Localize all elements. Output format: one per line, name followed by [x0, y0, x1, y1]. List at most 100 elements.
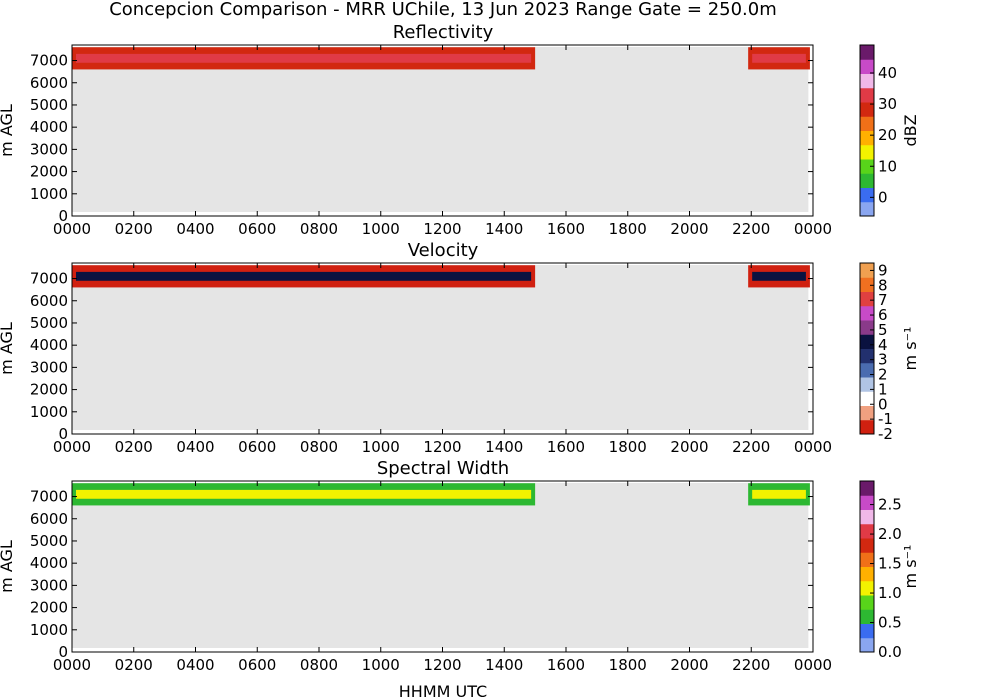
colorbar-tick-label: 30	[878, 95, 897, 113]
colorbar: 0.0 0.5 1.0 1.5 2.0 2.5 m s⁻¹	[859, 480, 920, 661]
panels: 0000 0200 0400 0600 0800 1000 1200 1400 1600 1800…	[0, 22, 920, 674]
no-echo-area	[72, 47, 809, 212]
x-tick-label: 1000	[362, 656, 400, 674]
x-tick-label: 1400	[485, 220, 523, 238]
y-tick-label: 6000	[30, 74, 68, 92]
y-axis-label: m AGL	[0, 104, 16, 157]
echo-core	[752, 489, 806, 499]
y-tick-label: 3000	[30, 358, 68, 376]
x-tick-label: 0200	[115, 438, 153, 456]
panel-spectral-width: 0000 0200 0400 0600 0800 1000 1200 1400 1600 1800…	[0, 458, 920, 674]
x-tick-label: 2000	[670, 656, 708, 674]
x-axis: 0000 0200 0400 0600 0800 1000 1200 1400 1600 1800…	[53, 45, 832, 238]
y-tick-label: 6000	[30, 510, 68, 528]
echo-core	[752, 271, 806, 281]
colorbar-swatch	[860, 116, 874, 131]
y-tick-label: 1000	[30, 403, 68, 421]
colorbar-swatch	[860, 144, 874, 160]
colorbar-label: m s⁻¹	[901, 327, 920, 371]
no-echo-area	[72, 265, 809, 430]
x-tick-label: 1400	[485, 438, 523, 456]
y-tick-label: 3000	[30, 140, 68, 158]
colorbar-swatch	[860, 59, 874, 74]
colorbar-tick-label: 2	[878, 366, 888, 384]
colorbar-swatch	[860, 552, 874, 567]
colorbar-tick-label: 4	[878, 336, 888, 354]
y-axis-label: m AGL	[0, 322, 16, 375]
colorbar-tick-label: 7	[878, 291, 888, 309]
x-tick-label: 1800	[609, 656, 647, 674]
no-echo-area	[72, 483, 809, 648]
y-tick-label: 0	[58, 207, 68, 225]
colorbar-swatch	[860, 73, 874, 89]
y-axis-label: m AGL	[0, 540, 16, 593]
colorbar-tick-label: 0	[878, 395, 888, 413]
colorbar-swatch	[860, 419, 874, 435]
colorbar-tick-label: 20	[878, 126, 897, 144]
y-tick-label: 7000	[30, 52, 68, 70]
y-tick-label: 1000	[30, 621, 68, 639]
x-tick-label: 0800	[300, 438, 338, 456]
colorbar-swatch	[860, 320, 874, 335]
x-tick-label: 0600	[238, 656, 276, 674]
x-tick-label: 0000	[794, 438, 832, 456]
colorbar-swatch	[860, 509, 874, 525]
colorbar-swatch	[860, 277, 874, 292]
x-tick-label: 1200	[423, 438, 461, 456]
colorbar-swatch	[860, 102, 874, 117]
colorbar-tick-label: 9	[878, 261, 888, 279]
y-tick-label: 7000	[30, 270, 68, 288]
y-tick-label: 5000	[30, 314, 68, 332]
colorbar-swatch	[860, 45, 874, 60]
y-tick-label: 5000	[30, 96, 68, 114]
x-tick-label: 0000	[794, 656, 832, 674]
colorbar-swatch	[860, 334, 874, 349]
colorbar-tick-label: 0.0	[878, 643, 902, 661]
colorbar-swatch	[860, 87, 874, 103]
x-tick-label: 0600	[238, 438, 276, 456]
y-tick-label: 4000	[30, 554, 68, 572]
colorbar-swatch	[860, 595, 874, 610]
colorbar-swatch	[860, 362, 874, 378]
colorbar-swatch	[860, 609, 874, 624]
colorbar-tick-label: 6	[878, 306, 888, 324]
colorbar-swatch	[860, 291, 874, 307]
x-tick-label: 0000	[794, 220, 832, 238]
colorbar-swatch	[860, 377, 874, 392]
x-tick-label: 1000	[362, 220, 400, 238]
colorbar-swatch	[860, 391, 874, 406]
x-tick-label: 2200	[732, 438, 770, 456]
echo-core	[752, 53, 806, 63]
panel-reflectivity: 0000 0200 0400 0600 0800 1000 1200 1400 1600 1800…	[0, 22, 920, 238]
colorbar-swatch	[860, 187, 874, 203]
y-tick-label: 0	[58, 643, 68, 661]
x-tick-label: 1600	[547, 656, 585, 674]
x-tick-label: 1200	[423, 656, 461, 674]
colorbar-swatch	[860, 637, 874, 653]
panel-title: Reflectivity	[393, 22, 494, 43]
colorbar-label: dBZ	[901, 114, 920, 146]
x-tick-label: 0800	[300, 656, 338, 674]
x-axis: 0000 0200 0400 0600 0800 1000 1200 1400 1600 1800…	[53, 263, 832, 456]
echo-core	[76, 489, 532, 499]
y-tick-label: 4000	[30, 118, 68, 136]
x-tick-label: 1400	[485, 656, 523, 674]
y-tick-label: 1000	[30, 185, 68, 203]
x-tick-label: 2200	[732, 656, 770, 674]
x-tick-label: 1800	[609, 220, 647, 238]
colorbar-swatch	[860, 173, 874, 188]
colorbar-tick-label: 1	[878, 380, 888, 398]
y-tick-label: 5000	[30, 532, 68, 550]
colorbar-swatch	[860, 201, 874, 217]
colorbar-tick-label: 5	[878, 321, 888, 339]
x-tick-label: 1600	[547, 220, 585, 238]
x-tick-label: 0200	[115, 220, 153, 238]
x-tick-label: 2200	[732, 220, 770, 238]
colorbar-tick-label: 1.5	[878, 555, 902, 573]
colorbar-swatch	[860, 130, 874, 146]
colorbar-tick-label: -1	[878, 410, 893, 428]
colorbar-frame	[859, 44, 875, 217]
panel-velocity: 0000 0200 0400 0600 0800 1000 1200 1400 1600 1800…	[0, 240, 920, 456]
y-axis: 0 1000 2000 3000 4000 5000 6000 7000	[30, 52, 813, 225]
